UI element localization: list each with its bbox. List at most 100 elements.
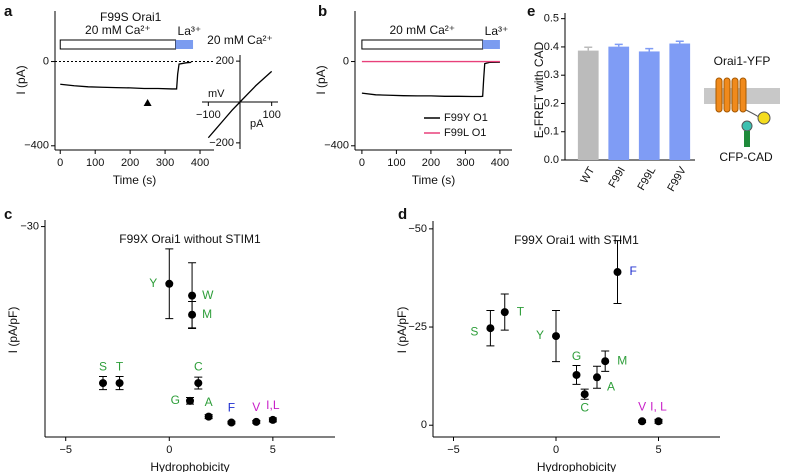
point-label: T — [116, 359, 124, 373]
point-label: S — [470, 324, 478, 338]
x-axis-label: Time (s) — [412, 173, 456, 187]
x-tick-label: 0 — [57, 157, 63, 169]
trace — [60, 61, 192, 90]
point — [486, 324, 495, 333]
y-tick-label: −50 — [408, 223, 427, 235]
panel-letter: b — [318, 3, 327, 20]
point — [252, 417, 261, 426]
point-label: W — [202, 288, 214, 302]
point — [204, 412, 213, 421]
point — [115, 379, 124, 388]
x-tick-label: 400 — [191, 157, 209, 169]
point-label: C — [194, 359, 203, 373]
x-tick-label: WT — [578, 165, 597, 186]
y-tick-label: 0.0 — [544, 154, 559, 166]
x-axis-label: Hydrophobicity — [537, 460, 616, 472]
y-axis-label: I (pA/pF) — [395, 307, 409, 354]
y-tick-label: −200 — [209, 137, 234, 149]
legend-label: F99Y O1 — [444, 112, 488, 124]
error-bar — [645, 47, 654, 52]
x-tick-label: −100 — [196, 109, 221, 121]
x-tick-label: −5 — [447, 444, 460, 456]
point-label: S — [99, 359, 107, 373]
solution-bar — [59, 39, 177, 50]
annotation: Orai1-YFP — [714, 54, 771, 68]
y-axis-label: I (pA/pF) — [6, 307, 20, 354]
solution-label: 20 mM Ca²⁺ — [389, 23, 455, 37]
point — [194, 379, 203, 388]
point-label: V — [638, 399, 646, 413]
y-tick-label: 0.5 — [544, 13, 559, 25]
point — [227, 418, 236, 427]
panel: c −30 −5 0 5 I (pA/pF) Hydrophobicity F99X Orai… — [4, 206, 335, 472]
x-tick-label: 0 — [553, 444, 559, 456]
x-tick-label: 0 — [166, 444, 172, 456]
error-bar — [614, 43, 623, 47]
y-tick-label: 0 — [421, 419, 427, 431]
point — [613, 268, 622, 277]
x-axis-label: Hydrophobicity — [150, 460, 229, 472]
y-axis-label: pA — [250, 118, 264, 130]
x-tick-label: 5 — [270, 444, 276, 456]
point-label: A — [205, 395, 213, 409]
chart-title: F99X Orai1 without STIM1 — [119, 232, 261, 246]
point — [268, 415, 277, 424]
y-tick-label: 0.2 — [544, 97, 559, 109]
cad — [744, 131, 750, 147]
y-axis-label: I (pA) — [314, 65, 328, 94]
helix — [739, 77, 747, 113]
bar — [577, 50, 599, 160]
helix — [723, 77, 731, 113]
chart-title: 20 mM Ca²⁺ — [207, 33, 273, 47]
point — [601, 357, 610, 366]
helix — [715, 77, 723, 113]
y-tick-label: 0 — [343, 55, 349, 67]
point — [572, 370, 581, 379]
panel: d−50−250−5 0 5I (pA/pF)HydrophobicityF99X … — [395, 206, 720, 472]
point-label: I, L — [650, 399, 667, 413]
annotation: CFP-CAD — [719, 150, 773, 164]
x-tick-label: 300 — [456, 157, 474, 169]
point-label: T — [517, 304, 525, 318]
panel: e 0.0 0.1 0.2 0.3 0.4 0.5 E-FRET with CAD WT F99I… — [527, 3, 773, 194]
y-tick-label: 0.1 — [544, 126, 559, 138]
x-tick-label: 300 — [156, 157, 174, 169]
y-tick-label: −400 — [24, 140, 49, 152]
x-tick-label: −5 — [59, 444, 72, 456]
cfp — [741, 120, 753, 132]
panel-letter: a — [4, 3, 13, 20]
solution-bar — [175, 40, 194, 49]
x-tick-label: 200 — [121, 157, 139, 169]
marker — [143, 99, 152, 106]
bar — [669, 43, 691, 160]
y-axis-label: I (pA) — [14, 65, 28, 94]
x-tick-label: 100 — [262, 109, 280, 121]
solution-bar — [482, 40, 500, 49]
x-tick-label: F99I — [606, 165, 627, 190]
solution-bar — [361, 39, 484, 50]
point-label: A — [607, 379, 615, 393]
y-tick-label: 0.4 — [544, 41, 559, 53]
x-tick-label: F99V — [665, 164, 689, 193]
y-tick-label: 0.3 — [544, 69, 559, 81]
solution-label: La³⁺ — [178, 24, 202, 38]
point — [188, 291, 197, 300]
point-label: M — [617, 353, 627, 367]
trace — [361, 61, 500, 98]
point-label: Y — [536, 328, 544, 342]
point-label: M — [202, 307, 212, 321]
point-label: G — [171, 393, 180, 407]
solution-label: 20 mM Ca²⁺ — [85, 23, 151, 37]
point-label: F — [630, 264, 637, 278]
point — [165, 279, 174, 288]
y-tick-label: −25 — [408, 321, 427, 333]
x-tick-label: 400 — [491, 157, 509, 169]
x-tick-label: 5 — [655, 444, 661, 456]
x-tick-label: 100 — [86, 157, 104, 169]
point — [654, 417, 663, 426]
helix — [731, 77, 739, 113]
x-tick-label: 200 — [422, 157, 440, 169]
point-label: V — [252, 400, 260, 414]
